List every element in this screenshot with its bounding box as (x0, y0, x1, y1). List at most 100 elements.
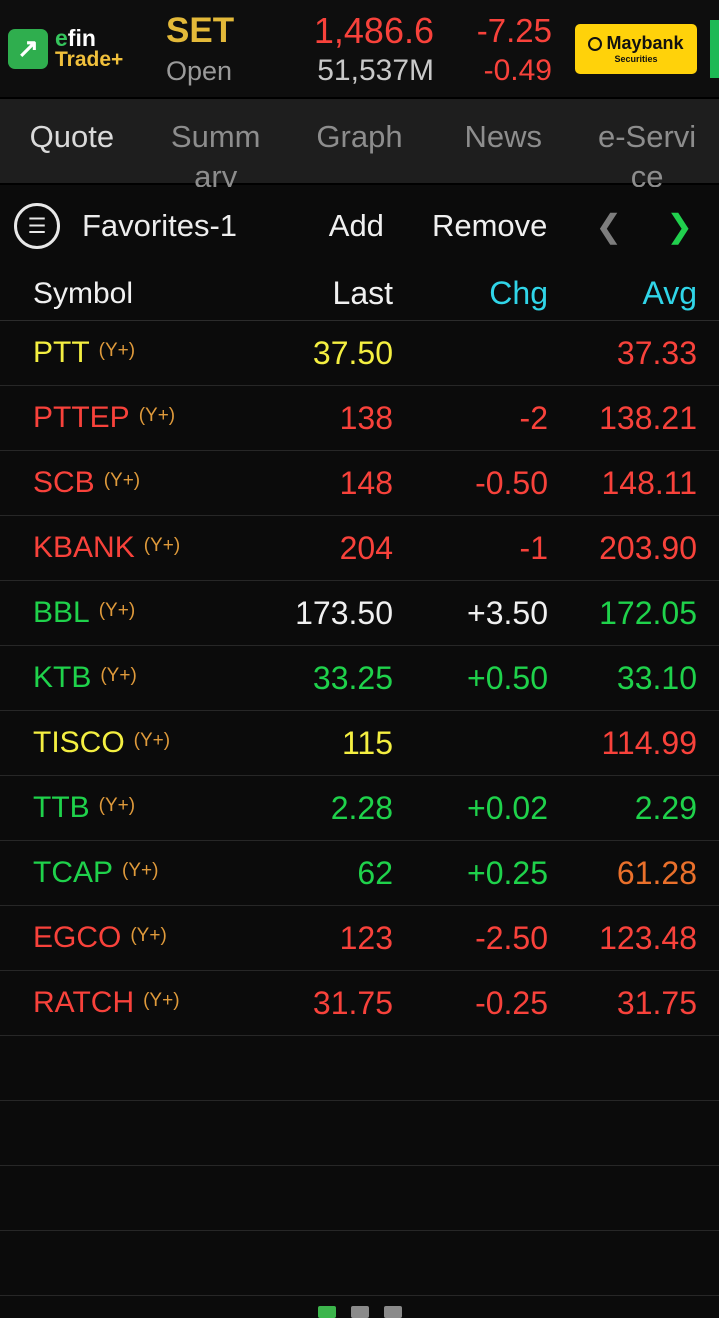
quote-table-body: PTT (Y+) 37.50 37.33 PTTEP (Y+) 138 -2 138.21 SCB… (0, 321, 719, 1296)
last-cell: 62 (357, 854, 393, 891)
symbol-label: TTB (33, 791, 90, 824)
column-header-symbol[interactable]: Symbol (33, 276, 134, 310)
symbol-label: KBANK (33, 531, 135, 564)
last-cell: 33.25 (312, 659, 393, 696)
menu-icon[interactable]: ☰ (14, 203, 60, 249)
next-page-chevron-icon[interactable]: ❯ (666, 208, 693, 244)
avg-cell: 2.29 (634, 789, 697, 826)
symbol-cell: TCAP (Y+) (33, 856, 233, 890)
table-row[interactable]: RATCH (Y+) 31.75 -0.25 31.75 (0, 971, 719, 1036)
table-row[interactable]: SCB (Y+) 148 -0.50 148.11 (0, 451, 719, 516)
table-row[interactable]: TISCO (Y+) 115 114.99 (0, 711, 719, 776)
chg-cell: +3.50 (467, 594, 548, 631)
table-row[interactable]: PTT (Y+) 37.50 37.33 (0, 321, 719, 386)
symbol-cell: KBANK (Y+) (33, 531, 233, 565)
empty-row (0, 1101, 719, 1166)
last-cell: 173.50 (295, 594, 393, 631)
market-status: Open (166, 55, 233, 86)
column-header-avg[interactable]: Avg (642, 275, 697, 311)
efin-logo-icon: ↗ (8, 28, 48, 69)
symbol-cell: SCB (Y+) (33, 466, 233, 500)
symbol-cell: KTB (Y+) (33, 661, 233, 695)
symbol-label: TISCO (33, 726, 125, 759)
chg-cell: +0.02 (467, 789, 548, 826)
table-row[interactable]: KTB (Y+) 33.25 +0.50 33.10 (0, 646, 719, 711)
maybank-tiger-icon (588, 36, 603, 51)
table-row[interactable]: TCAP (Y+) 62 +0.25 61.28 (0, 841, 719, 906)
symbol-flag-tag: (Y+) (98, 795, 136, 816)
avg-cell: 172.05 (599, 594, 697, 631)
logo-efin-label: efin (55, 24, 96, 51)
symbol-label: PTTEP (33, 401, 130, 434)
symbol-flag-tag: (Y+) (143, 990, 180, 1011)
index-change-block: -7.25 -0.49 (434, 9, 552, 89)
symbol-cell: TISCO (Y+) (33, 726, 233, 760)
prev-page-chevron-icon[interactable]: ❮ (595, 208, 623, 244)
index-change: -7.25 (476, 11, 552, 49)
favorites-title: Favorites-1 (82, 208, 238, 243)
index-name-block: SET Open (166, 9, 254, 89)
page-dot (317, 1306, 336, 1318)
symbol-flag-tag: (Y+) (133, 730, 171, 751)
last-cell: 138 (339, 399, 393, 436)
broker-sub: Securities (614, 54, 658, 64)
table-row[interactable]: PTTEP (Y+) 138 -2 138.21 (0, 386, 719, 451)
avg-cell: 114.99 (601, 724, 698, 761)
symbol-cell: PTT (Y+) (33, 336, 233, 370)
tab-news[interactable]: News (464, 119, 543, 154)
symbol-cell: TTB (Y+) (33, 791, 233, 825)
tab-bar: Quote Summary Graph News e-Service (0, 97, 719, 187)
app-logo: ↗ efin Trade+ (8, 24, 166, 71)
last-cell: 115 (341, 724, 393, 761)
symbol-label: EGCO (33, 921, 122, 954)
tab-summary[interactable]: Summary (170, 119, 261, 187)
last-cell: 204 (339, 529, 393, 566)
symbol-cell: EGCO (Y+) (33, 921, 233, 955)
column-header-last[interactable]: Last (332, 275, 393, 311)
broker-logo: Maybank Securities (575, 23, 697, 74)
app-header: ↗ efin Trade+ SET Open 1,486.6 51,537M -… (0, 0, 719, 97)
empty-row (0, 1231, 719, 1296)
index-name: SET (166, 10, 235, 50)
chg-cell: +0.25 (467, 854, 548, 891)
symbol-cell: BBL (Y+) (33, 596, 233, 630)
chg-cell: -1 (519, 529, 548, 566)
tab-graph[interactable]: Graph (316, 119, 403, 154)
tab-quote[interactable]: Quote (29, 119, 115, 154)
empty-row (0, 1166, 719, 1231)
column-header-chg[interactable]: Chg (489, 275, 548, 311)
symbol-label: KTB (33, 661, 92, 694)
symbol-label: BBL (33, 596, 90, 629)
add-button[interactable]: Add (328, 208, 384, 243)
chg-cell: -0.25 (475, 984, 548, 1021)
index-value-block: 1,486.6 51,537M (254, 9, 434, 89)
last-cell: 148 (339, 464, 393, 501)
table-row[interactable]: EGCO (Y+) 123 -2.50 123.48 (0, 906, 719, 971)
table-row[interactable]: BBL (Y+) 173.50 +3.50 172.05 (0, 581, 719, 646)
avg-cell: 33.10 (616, 659, 697, 696)
table-row[interactable]: TTB (Y+) 2.28 +0.02 2.29 (0, 776, 719, 841)
symbol-label: PTT (33, 336, 90, 369)
favorites-bar: ☰ Favorites-1 Add Remove ❮ ❯ (0, 185, 719, 267)
market-value: 51,537M (317, 53, 434, 87)
chg-cell: -2.50 (475, 919, 548, 956)
avg-cell: 61.28 (616, 854, 697, 891)
last-cell: 37.50 (312, 334, 393, 371)
symbol-label: TCAP (33, 856, 114, 889)
last-cell: 31.75 (312, 984, 393, 1021)
quote-table-header: Symbol Last Chg Avg (0, 267, 719, 321)
avg-cell: 148.11 (601, 464, 698, 501)
tab-e-service[interactable]: e-Service (597, 119, 697, 187)
remove-button[interactable]: Remove (431, 208, 548, 243)
symbol-flag-tag: (Y+) (122, 860, 159, 881)
symbol-flag-tag: (Y+) (100, 665, 137, 686)
index-value: 1,486.6 (313, 9, 434, 51)
symbol-label: RATCH (33, 986, 135, 1019)
table-row[interactable]: KBANK (Y+) 204 -1 203.90 (0, 516, 719, 581)
chg-cell: -0.50 (475, 464, 548, 501)
symbol-flag-tag: (Y+) (130, 925, 167, 946)
last-cell: 2.28 (330, 789, 393, 826)
empty-row (0, 1036, 719, 1101)
page-dot (350, 1306, 369, 1318)
avg-cell: 138.21 (599, 399, 697, 436)
